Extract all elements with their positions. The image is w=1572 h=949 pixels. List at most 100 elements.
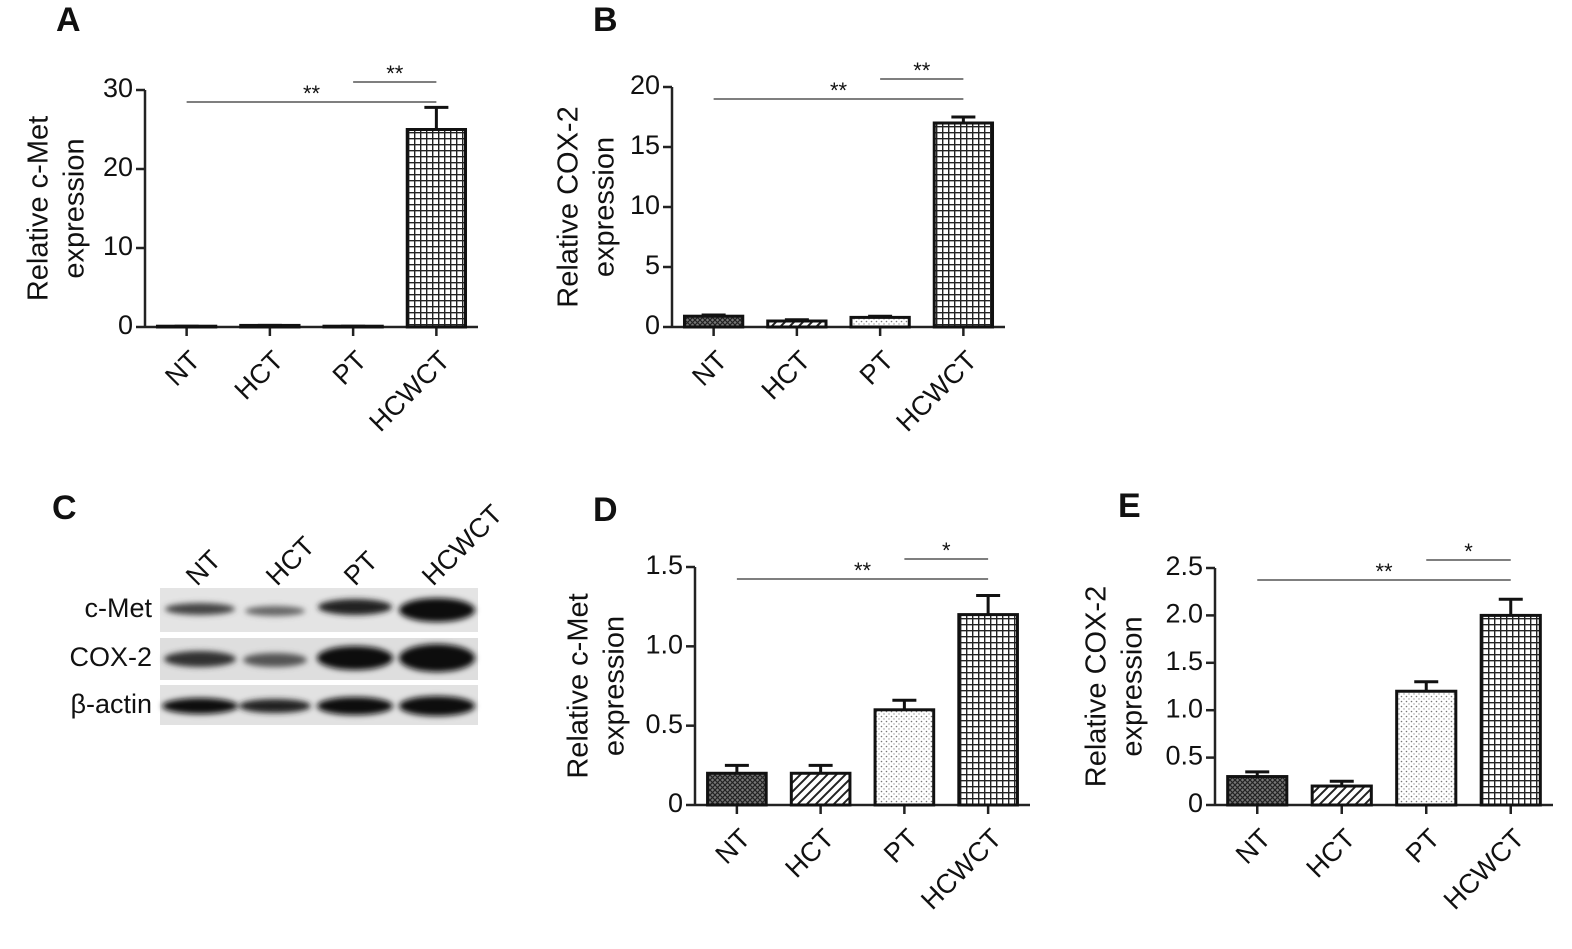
error-bar xyxy=(951,115,976,123)
chart-panel: A Relative c-Met expression 0 10 20 30 NT HCT PTH… xyxy=(23,1,478,437)
bar xyxy=(1395,689,1458,807)
band xyxy=(243,653,307,667)
y-tick-label: 1.5 xyxy=(1165,646,1203,676)
band xyxy=(239,699,311,713)
western-blot: C NT HCT PT HCWCT c-Met COX-2 β-actin xyxy=(52,489,508,725)
bar xyxy=(957,613,1019,807)
lane-label: PT xyxy=(338,546,384,592)
panel-label: C xyxy=(52,489,77,527)
error-bar xyxy=(892,698,917,710)
y-tick-label: 20 xyxy=(103,152,133,182)
bar xyxy=(789,771,852,807)
bar xyxy=(1226,775,1289,807)
y-tick-label: 15 xyxy=(630,130,660,160)
panel-label: B xyxy=(593,1,618,39)
panel-label: E xyxy=(1118,487,1141,525)
error-bar xyxy=(1498,597,1523,616)
y-tick-label: 5 xyxy=(645,250,660,280)
bar xyxy=(766,319,828,329)
error-bar xyxy=(424,105,449,130)
panel-label: A xyxy=(56,1,81,39)
bar xyxy=(849,315,911,329)
error-bar xyxy=(724,763,749,774)
significance-label: ** xyxy=(303,81,321,106)
y-tick-label: 0 xyxy=(645,310,660,340)
y-tick-label: 10 xyxy=(103,231,133,261)
band xyxy=(162,698,238,714)
y-axis-label: expression xyxy=(1117,616,1149,756)
y-tick-label: 0 xyxy=(1188,788,1203,818)
band xyxy=(245,606,305,616)
x-tick-label: HCT xyxy=(229,345,289,405)
y-tick-label: 30 xyxy=(103,73,133,103)
x-tick-label: NT xyxy=(709,823,756,870)
x-tick-label: PT xyxy=(1400,823,1446,869)
x-tick-label: NT xyxy=(686,345,733,392)
error-bar xyxy=(1245,770,1270,777)
y-axis-label: expression xyxy=(589,137,621,277)
chart-panel: E Relative COX-2 expression 0 0.5 1.0 1.5 2.0 2.… xyxy=(1081,487,1553,915)
x-tick-label: HCWCT xyxy=(363,345,455,437)
bar xyxy=(932,121,995,329)
error-bar xyxy=(701,313,726,317)
significance-label: * xyxy=(1464,539,1473,564)
row-label: COX-2 xyxy=(69,642,152,672)
band xyxy=(164,651,236,667)
x-tick-label: NT xyxy=(159,345,206,392)
panel-label: D xyxy=(593,491,618,529)
error-bar xyxy=(1414,680,1439,692)
y-tick-label: 0 xyxy=(668,788,683,818)
y-axis-label: Relative c-Met xyxy=(563,593,595,778)
band xyxy=(317,697,393,715)
y-tick-label: 2.0 xyxy=(1165,599,1203,629)
x-tick-label: PT xyxy=(854,345,900,391)
y-tick-label: 1.0 xyxy=(645,629,683,659)
error-bar xyxy=(976,594,1001,615)
y-axis-label: expression xyxy=(599,616,631,756)
x-tick-label: HCWCT xyxy=(1438,823,1530,915)
error-bar xyxy=(1329,779,1354,787)
y-axis-label: expression xyxy=(59,138,91,278)
x-tick-label: PT xyxy=(327,345,373,391)
y-tick-label: 0 xyxy=(118,310,133,340)
bar xyxy=(1479,613,1542,807)
x-tick-label: PT xyxy=(878,823,924,869)
band xyxy=(399,598,475,622)
significance-label: ** xyxy=(913,58,931,83)
x-tick-label: HCWCT xyxy=(890,345,982,437)
x-tick-label: HCT xyxy=(779,823,839,883)
row-label: β-actin xyxy=(70,689,152,719)
lane-label: NT xyxy=(180,545,227,592)
y-tick-label: 0.5 xyxy=(1165,741,1203,771)
band xyxy=(399,696,475,716)
bar xyxy=(405,128,468,329)
x-tick-label: HCWCT xyxy=(915,823,1007,915)
lane-label: HCT xyxy=(260,531,320,591)
bar xyxy=(706,771,768,807)
chart-panel: D Relative c-Met expression 0 0.5 1.0 1.5 NT HCT… xyxy=(563,491,1030,915)
row-label: c-Met xyxy=(85,593,153,623)
band xyxy=(318,599,392,615)
significance-label: ** xyxy=(386,61,404,86)
error-bar xyxy=(784,318,809,322)
y-tick-label: 0.5 xyxy=(645,709,683,739)
lane-label: HCWCT xyxy=(416,499,508,591)
y-axis-label: Relative COX-2 xyxy=(1081,586,1113,787)
x-tick-label: HCT xyxy=(756,345,816,405)
band xyxy=(165,603,235,615)
significance-label: ** xyxy=(854,558,872,583)
error-bar xyxy=(808,763,833,774)
y-tick-label: 1.5 xyxy=(645,550,683,580)
error-bar xyxy=(868,314,893,318)
y-tick-label: 20 xyxy=(630,70,660,100)
y-tick-label: 10 xyxy=(630,190,660,220)
band xyxy=(399,644,475,672)
y-axis-label: Relative COX-2 xyxy=(553,106,585,307)
chart-panel: B Relative COX-2 expression 0 5 10 15 20 NT HCT PT… xyxy=(553,1,1005,437)
y-tick-label: 2.5 xyxy=(1165,551,1203,581)
bar xyxy=(682,314,745,329)
significance-label: ** xyxy=(1375,559,1393,584)
y-tick-label: 1.0 xyxy=(1165,693,1203,723)
y-axis-label: Relative c-Met xyxy=(23,116,55,301)
